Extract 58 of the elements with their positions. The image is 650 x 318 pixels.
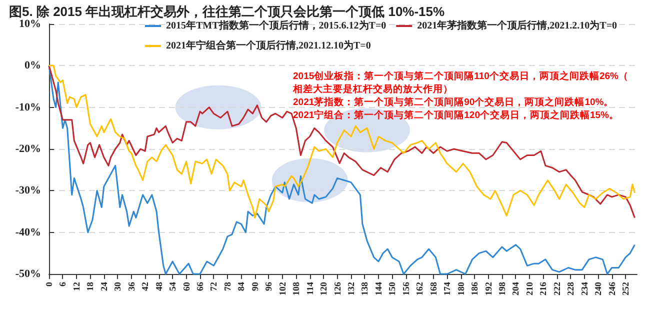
x-tick-label: 72 bbox=[208, 282, 219, 291]
x-tick-label: 60 bbox=[181, 282, 192, 291]
x-tick-label: 126 bbox=[332, 282, 342, 296]
x-tick-label: 108 bbox=[291, 282, 302, 296]
y-tick-label: 0% bbox=[24, 60, 41, 72]
x-tick-label: 90 bbox=[250, 282, 260, 291]
x-tick-label: 18 bbox=[85, 282, 96, 291]
x-tick-label: 144 bbox=[373, 282, 384, 296]
x-tick-label: 36 bbox=[126, 282, 136, 291]
x-tick-label: 234 bbox=[579, 282, 590, 296]
x-tick-label: 6 bbox=[58, 282, 68, 286]
legend-label: 2015年TMT指数第一个顶后行情，2015.6.12为T=0 bbox=[166, 20, 386, 32]
x-tick-label: 180 bbox=[456, 282, 466, 296]
x-tick-label: 66 bbox=[195, 282, 206, 291]
x-tick-label: 204 bbox=[510, 282, 521, 296]
x-tick-label: 24 bbox=[98, 282, 109, 291]
x-tick-label: 150 bbox=[387, 282, 398, 296]
x-tick-label: 252 bbox=[620, 282, 631, 296]
x-tick-label: 240 bbox=[593, 282, 604, 296]
y-tick-label: -20% bbox=[15, 143, 41, 155]
x-tick-label: 54 bbox=[168, 282, 178, 291]
y-tick-label: 10% bbox=[19, 18, 41, 30]
x-tick-label: 138 bbox=[360, 282, 370, 296]
x-tick-label: 120 bbox=[318, 282, 329, 296]
annotation: 2021宁组合：第一个顶与第二个顶间隔120个交易日，两顶之间跌幅15%。 bbox=[293, 109, 619, 121]
x-tick-label: 174 bbox=[442, 282, 452, 296]
x-tick-label: 132 bbox=[346, 282, 356, 296]
x-tick-label: 186 bbox=[470, 282, 480, 296]
x-tick-label: 102 bbox=[277, 282, 288, 296]
x-tick-label: 30 bbox=[112, 282, 123, 291]
x-tick-label: 246 bbox=[606, 282, 617, 296]
x-tick-label: 78 bbox=[222, 282, 232, 291]
x-tick-label: 114 bbox=[304, 282, 315, 296]
x-tick-label: 42 bbox=[140, 282, 150, 291]
x-tick-label: 216 bbox=[538, 282, 548, 296]
x-tick-label: 48 bbox=[154, 282, 164, 291]
line-series bbox=[48, 64, 636, 218]
x-tick-label: 192 bbox=[483, 282, 494, 296]
x-tick-label: 156 bbox=[400, 282, 411, 296]
x-tick-label: 210 bbox=[524, 282, 534, 296]
y-tick-label: -50% bbox=[15, 268, 41, 280]
annotation: 2015创业板指：第一个顶与第二个顶间隔110个交易日，两顶之间跌幅26%（相差大主要是杠杆交易的放大作用） bbox=[292, 70, 628, 95]
legend-label: 2021年茅指数第一个顶后行情,2021.2.10为T=0 bbox=[417, 20, 618, 32]
x-tick-label: 84 bbox=[236, 282, 246, 291]
x-tick-label: 222 bbox=[552, 282, 562, 296]
x-tick-label: 0 bbox=[44, 282, 54, 286]
legend-label: 2021年宁组合第一个顶后行情,2021.12.10为T=0 bbox=[166, 40, 371, 52]
x-tick-label: 96 bbox=[264, 282, 274, 291]
x-tick-label: 162 bbox=[414, 282, 425, 296]
y-tick-label: -40% bbox=[15, 226, 41, 238]
x-tick-label: 168 bbox=[428, 282, 438, 296]
y-tick-label: -30% bbox=[15, 184, 41, 197]
y-tick-label: -10% bbox=[15, 101, 41, 114]
x-tick-label: 228 bbox=[566, 282, 576, 296]
chart-title: 图5. 除 2015 年出现杠杆交易外，往往第二个顶只会比第一个顶低 10%-15% bbox=[9, 4, 446, 19]
annotation: 2021茅指数：第一个顶与第二个顶间隔90个交易日，两顶之间跌幅10%。 bbox=[293, 96, 614, 108]
x-tick-label: 198 bbox=[497, 282, 508, 296]
x-tick-label: 12 bbox=[71, 282, 82, 291]
